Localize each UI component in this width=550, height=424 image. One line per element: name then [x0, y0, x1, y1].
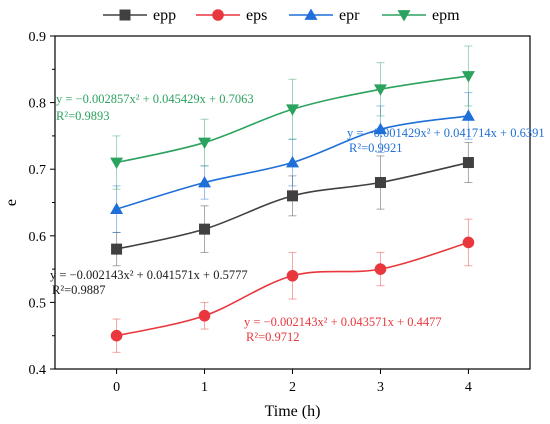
equation-label-epr: y = −0.001429x² + 0.041714x + 0.6391	[347, 126, 545, 140]
equation-label-eps: y = −0.002143x² + 0.043571x + 0.4477	[244, 315, 442, 329]
data-point-epp	[111, 243, 123, 255]
y-tick-label: 0.9	[29, 30, 47, 45]
data-point-eps	[462, 236, 475, 249]
r2-label-eps: R²=0.9712	[246, 330, 300, 344]
data-point-epp	[199, 223, 211, 235]
x-axis-title: Time (h)	[265, 403, 321, 420]
axes-layer: 0 1 2 3 4 0.4 0.5 0.6 0.7 0.8 0.9	[29, 30, 531, 395]
x-tick-label: 0	[113, 380, 120, 395]
r2-label-epr: R²=0.9921	[349, 141, 403, 155]
data-point-eps	[198, 309, 211, 322]
r2-label-epp: R²=0.9887	[52, 283, 106, 297]
data-point-epr	[110, 202, 124, 215]
x-tick-label: 3	[377, 380, 384, 395]
data-point-epr	[286, 156, 299, 168]
y-tick-label: 0.7	[29, 163, 47, 178]
y-tick-label: 0.6	[29, 230, 47, 245]
y-tick-label: 0.4	[29, 363, 47, 378]
markers-layer	[110, 71, 475, 342]
data-point-epr	[198, 176, 212, 188]
x-tick-label: 1	[201, 380, 208, 395]
y-tick-label: 0.8	[29, 97, 47, 112]
legend-label-epp: epp	[153, 7, 176, 24]
data-point-epp	[462, 157, 474, 169]
y-tick-label: 0.5	[29, 296, 47, 311]
legend-marker-epm	[397, 10, 411, 22]
annotations-layer: y = −0.002143x² + 0.041571x + 0.5777R²=0…	[50, 92, 545, 344]
data-point-eps	[110, 329, 123, 342]
x-tick-label: 2	[289, 380, 296, 395]
data-point-epm	[110, 157, 124, 170]
legend-marker-epr	[304, 8, 318, 20]
data-point-epr	[373, 122, 387, 135]
legend-marker-epp	[119, 9, 131, 21]
legend: epp eps epr epm	[103, 7, 460, 24]
x-tick-label: 4	[465, 380, 472, 395]
data-point-epp	[287, 190, 298, 202]
legend-marker-eps	[212, 9, 224, 21]
equation-label-epp: y = −0.002143x² + 0.041571x + 0.5777	[50, 268, 248, 282]
r2-label-epm: R²=0.9893	[56, 109, 110, 123]
data-point-epm	[461, 71, 475, 83]
data-point-epm	[286, 104, 299, 116]
equation-label-epm: y = −0.002857x² + 0.045429x + 0.7063	[56, 92, 254, 106]
data-point-eps	[286, 269, 299, 282]
legend-label-eps: eps	[246, 7, 267, 24]
data-point-epr	[461, 109, 475, 121]
data-point-epm	[373, 84, 387, 96]
y-axis-title: e	[3, 199, 20, 206]
data-point-epm	[198, 137, 212, 150]
legend-label-epr: epr	[339, 7, 360, 24]
data-point-epp	[374, 177, 386, 189]
data-point-eps	[374, 263, 387, 275]
legend-label-epm: epm	[432, 7, 460, 24]
